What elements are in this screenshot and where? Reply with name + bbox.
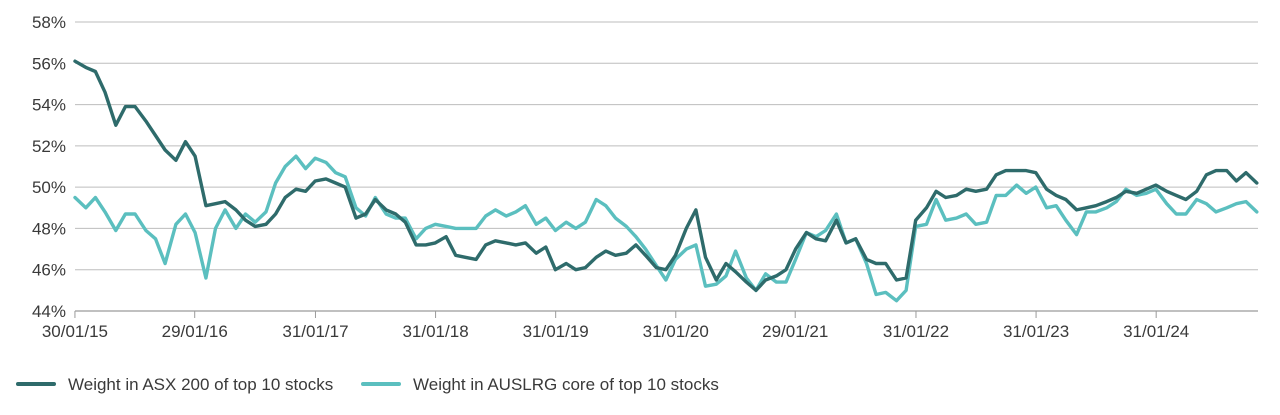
y-tick-label: 52% xyxy=(32,137,66,156)
x-tick-label: 31/01/20 xyxy=(643,322,709,341)
gridlines xyxy=(75,21,1258,312)
y-tick-label: 56% xyxy=(32,54,66,73)
series-lines xyxy=(73,59,1259,303)
x-tick-label: 31/01/24 xyxy=(1123,322,1189,341)
x-tick-label: 31/01/19 xyxy=(523,322,589,341)
x-tick-label: 30/01/15 xyxy=(42,322,108,341)
series-line-asx200 xyxy=(73,59,1259,293)
x-axis-ticks: 30/01/15 29/01/16 31/01/17 31/01/18 31/01/19… xyxy=(42,311,1189,341)
x-tick-label: 29/01/16 xyxy=(162,322,228,341)
y-tick-label: 58% xyxy=(32,13,66,32)
series-line-auslrg xyxy=(73,154,1259,303)
legend-label: Weight in ASX 200 of top 10 stocks xyxy=(68,375,333,394)
y-tick-label: 54% xyxy=(32,96,66,115)
legend-item-asx200: Weight in ASX 200 of top 10 stocks xyxy=(16,375,333,394)
x-tick-label: 31/01/18 xyxy=(402,322,468,341)
legend-item-auslrg: Weight in AUSLRG core of top 10 stocks xyxy=(361,375,719,394)
x-tick-label: 29/01/21 xyxy=(762,322,828,341)
x-tick-label: 31/01/22 xyxy=(883,322,949,341)
y-tick-label: 46% xyxy=(32,261,66,280)
y-tick-label: 50% xyxy=(32,178,66,197)
y-tick-label: 48% xyxy=(32,219,66,238)
x-tick-label: 31/01/23 xyxy=(1003,322,1069,341)
y-tick-label: 44% xyxy=(32,302,66,321)
legend: Weight in ASX 200 of top 10 stocks Weight… xyxy=(16,375,719,394)
x-tick-label: 31/01/17 xyxy=(282,322,348,341)
y-axis-ticks: 44% 46% 48% 50% 52% 54% 56% 58% xyxy=(32,13,66,321)
legend-label: Weight in AUSLRG core of top 10 stocks xyxy=(413,375,719,394)
